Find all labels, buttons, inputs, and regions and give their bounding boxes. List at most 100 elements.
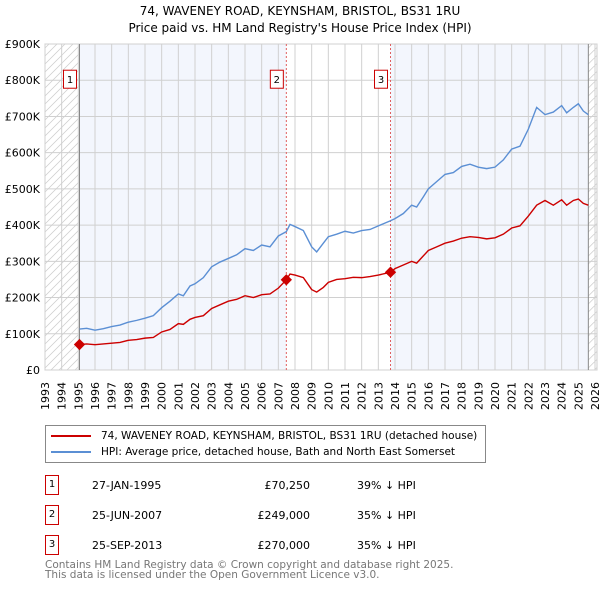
footer: Contains HM Land Registry data © Crown c… xyxy=(45,559,454,581)
y-tick-label: £900K xyxy=(5,38,41,51)
y-tick-label: £800K xyxy=(5,74,41,87)
sale-marker-badge: 3 xyxy=(45,535,59,555)
x-tick-label: 1995 xyxy=(72,382,85,410)
hatch-line xyxy=(588,103,598,113)
hatch-line xyxy=(44,61,80,97)
sale-hpi-diff: 35% ↓ HPI xyxy=(357,508,416,522)
hatch-line xyxy=(588,335,598,345)
legend-label: 74, WAVENEY ROAD, KEYNSHAM, BRISTOL, BS3… xyxy=(101,430,478,442)
hatch-line xyxy=(44,45,80,81)
hatch-line xyxy=(588,327,598,337)
hatch-line xyxy=(44,101,80,137)
sale-marker-badge: 1 xyxy=(45,475,59,495)
hatch-line xyxy=(44,237,80,273)
hatch-line xyxy=(44,165,80,201)
x-tick-label: 2005 xyxy=(239,382,252,410)
x-tick-label: 2023 xyxy=(539,382,552,410)
hatch-line xyxy=(44,261,80,297)
hatch-line xyxy=(588,311,598,321)
hatch-line xyxy=(588,143,598,153)
sale-label-box xyxy=(269,69,284,89)
hatch-line xyxy=(588,359,598,369)
hatch-line xyxy=(588,231,598,241)
hatch-line xyxy=(588,119,598,129)
y-tick-label: £500K xyxy=(5,183,41,196)
hatch-line xyxy=(50,341,80,371)
hpi-line xyxy=(79,102,589,331)
hatch-line xyxy=(44,43,58,57)
y-tick-label: £300K xyxy=(5,255,41,268)
sale-hpi-diff: 39% ↓ HPI xyxy=(357,478,416,492)
hatch-line xyxy=(588,55,598,65)
x-tick-label: 2007 xyxy=(272,382,285,410)
x-tick-label: 2003 xyxy=(206,382,219,410)
x-tick-label: 2011 xyxy=(339,382,352,410)
hatch-line xyxy=(588,183,598,193)
sale-marker xyxy=(280,274,292,286)
hatch-line xyxy=(44,229,80,265)
x-tick-label: 1997 xyxy=(106,382,119,410)
x-tick-label: 2016 xyxy=(422,382,435,410)
x-tick-label: 2026 xyxy=(589,382,600,410)
sale-marker-badge: 2 xyxy=(45,505,59,525)
x-tick-label: 1993 xyxy=(39,382,52,410)
hatch-line xyxy=(588,343,598,353)
x-tick-label: 2004 xyxy=(222,382,235,410)
hatch-line xyxy=(588,47,598,57)
x-tick-label: 2013 xyxy=(372,382,385,410)
hatch-line xyxy=(58,349,80,371)
hatch-line xyxy=(44,53,80,89)
hatch-line xyxy=(588,287,598,297)
hatch-line xyxy=(588,127,598,137)
hatch-line xyxy=(44,285,80,321)
hatch-line xyxy=(44,141,80,177)
legend-swatch xyxy=(51,435,91,437)
x-tick-label: 2000 xyxy=(156,382,169,410)
hatch-line xyxy=(588,199,598,209)
y-tick-label: £0 xyxy=(26,364,40,377)
chart-subtitle: Price paid vs. HM Land Registry's House … xyxy=(128,21,471,35)
hatch-line xyxy=(588,239,598,249)
hatch-line xyxy=(588,215,598,225)
hatch-line xyxy=(44,43,74,73)
hatch-line xyxy=(44,117,80,153)
x-tick-label: 2010 xyxy=(322,382,335,410)
hatch-line xyxy=(588,303,598,313)
sale-price: £270,000 xyxy=(257,538,311,552)
hatch-line xyxy=(44,277,80,313)
hatch-line xyxy=(588,255,598,265)
footer-copyright: Contains HM Land Registry data © Crown c… xyxy=(45,559,454,571)
hatch-line xyxy=(44,189,80,225)
x-tick-label: 2008 xyxy=(289,382,302,410)
hatch-line xyxy=(44,213,80,249)
hatch-line xyxy=(588,271,598,281)
legend-item-price-paid: 74, WAVENEY ROAD, KEYNSHAM, BRISTOL, BS3… xyxy=(51,430,477,442)
sale-date: 25-JUN-2007 xyxy=(92,508,163,522)
hatch-line xyxy=(44,245,80,281)
hatch-line xyxy=(588,295,598,305)
y-tick-label: £700K xyxy=(5,110,41,123)
y-tick-label: £100K xyxy=(5,328,41,341)
hatch-line xyxy=(588,111,598,121)
hatch-line xyxy=(44,325,80,361)
x-tick-label: 2021 xyxy=(506,382,519,410)
hatch-line xyxy=(44,181,80,217)
hatch-line xyxy=(44,309,80,345)
legend-label: HPI: Average price, detached house, Bath… xyxy=(101,446,456,458)
x-tick-label: 2015 xyxy=(406,382,419,410)
hatch-line xyxy=(588,135,598,145)
x-tick-label: 1994 xyxy=(56,382,69,410)
x-tick-label: 2018 xyxy=(456,382,469,410)
x-tick-label: 1999 xyxy=(139,382,152,410)
sale-date: 25-SEP-2013 xyxy=(92,538,163,552)
hatch-line xyxy=(44,173,80,209)
hatch-line xyxy=(44,85,80,121)
x-tick-label: 1998 xyxy=(122,382,135,410)
legend-swatch xyxy=(51,451,91,453)
x-tick-label: 2002 xyxy=(189,382,202,410)
hatch-line xyxy=(44,301,80,337)
sale-price: £249,000 xyxy=(257,508,311,522)
hatch-line xyxy=(588,43,593,49)
hatch-line xyxy=(44,43,50,49)
hatch-line xyxy=(588,87,598,97)
